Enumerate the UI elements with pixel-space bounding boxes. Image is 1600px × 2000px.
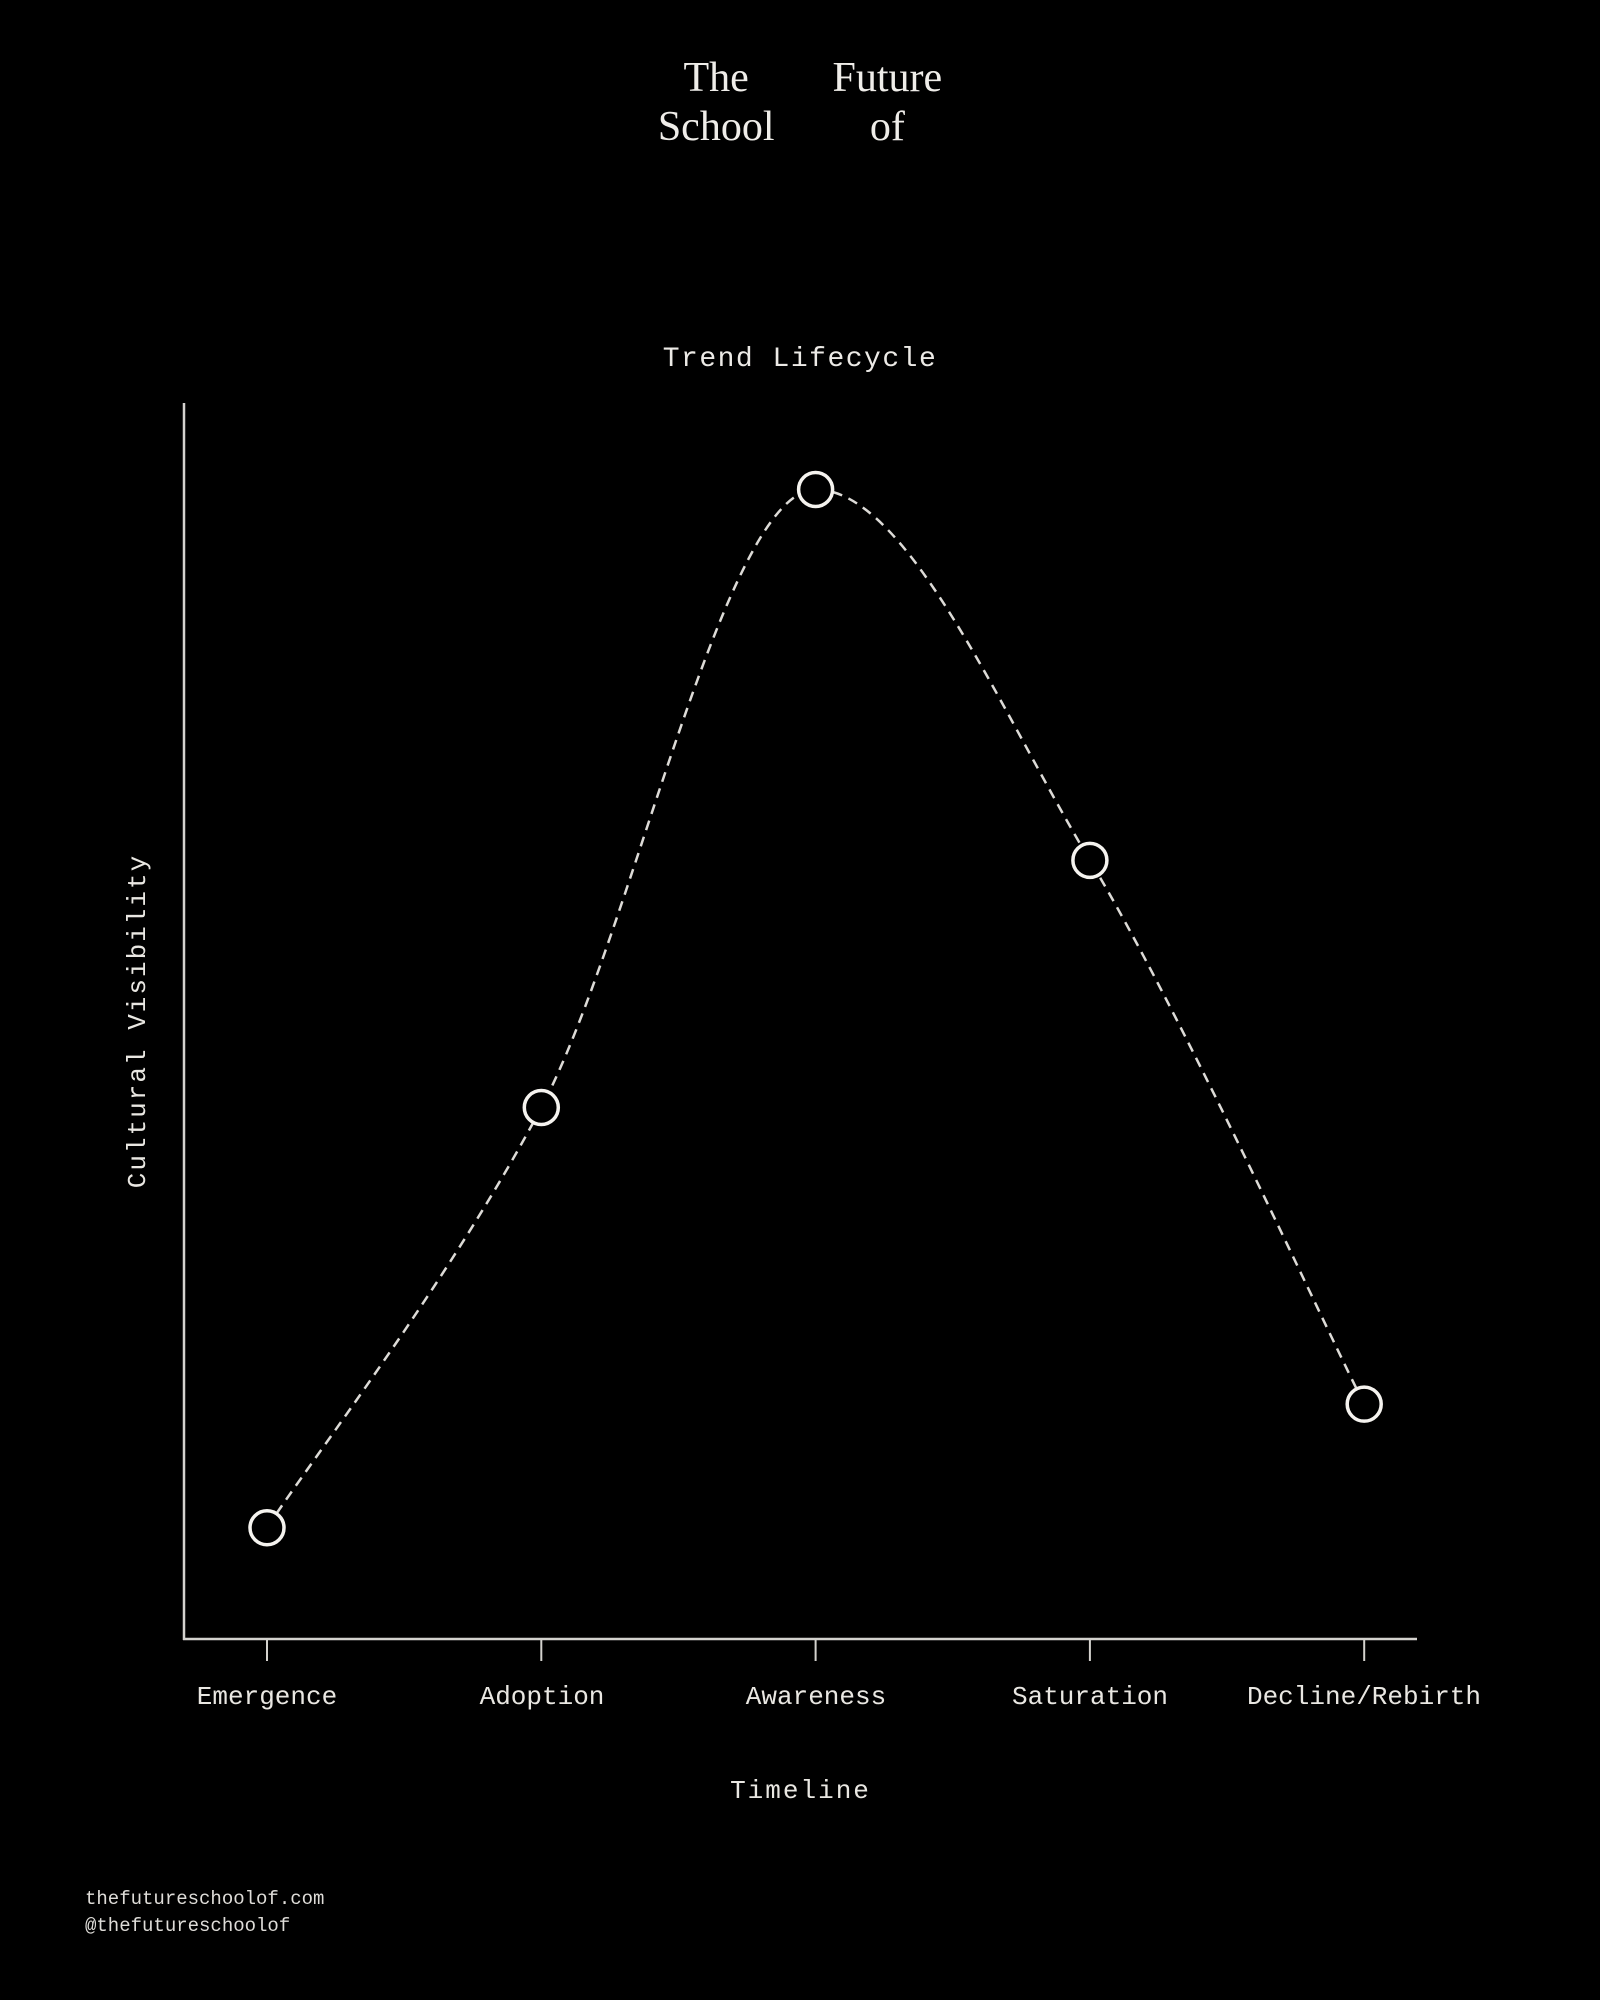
data-point-adoption <box>522 1088 561 1127</box>
brand-logo-left-column: The School <box>658 54 775 152</box>
x-tick-label-awareness: Awareness <box>745 1682 887 1712</box>
x-tick-label-saturation: Saturation <box>1011 1682 1169 1712</box>
footer: thefutureschoolof.com @thefutureschoolof <box>85 1886 324 1940</box>
chart-title: Trend Lifecycle <box>662 344 938 375</box>
brand-logo-right-column: Future of <box>833 54 943 152</box>
x-tick-label-emergence: Emergence <box>196 1682 338 1712</box>
data-point-emergence <box>248 1509 286 1547</box>
brand-word-the: The <box>683 55 749 101</box>
trend-curve <box>265 488 1366 1529</box>
data-point-decline-rebirth <box>1345 1385 1383 1423</box>
brand-word-of: of <box>869 104 905 150</box>
x-tick-label-decline-rebirth: Decline/Rebirth <box>1246 1682 1482 1712</box>
footer-website: thefutureschoolof.com <box>85 1888 325 1910</box>
data-point-awareness <box>796 470 835 509</box>
y-axis-label: Cultural Visibility <box>123 853 153 1189</box>
x-tick-label-adoption: Adoption <box>479 1682 605 1712</box>
data-point-saturation <box>1071 841 1109 880</box>
brand-logo: The School Future of <box>0 54 1600 152</box>
x-axis-label: Timeline <box>730 1776 871 1806</box>
footer-handle: @thefutureschoolof <box>85 1915 291 1937</box>
brand-word-school: School <box>657 104 775 150</box>
brand-word-future: Future <box>832 55 943 101</box>
